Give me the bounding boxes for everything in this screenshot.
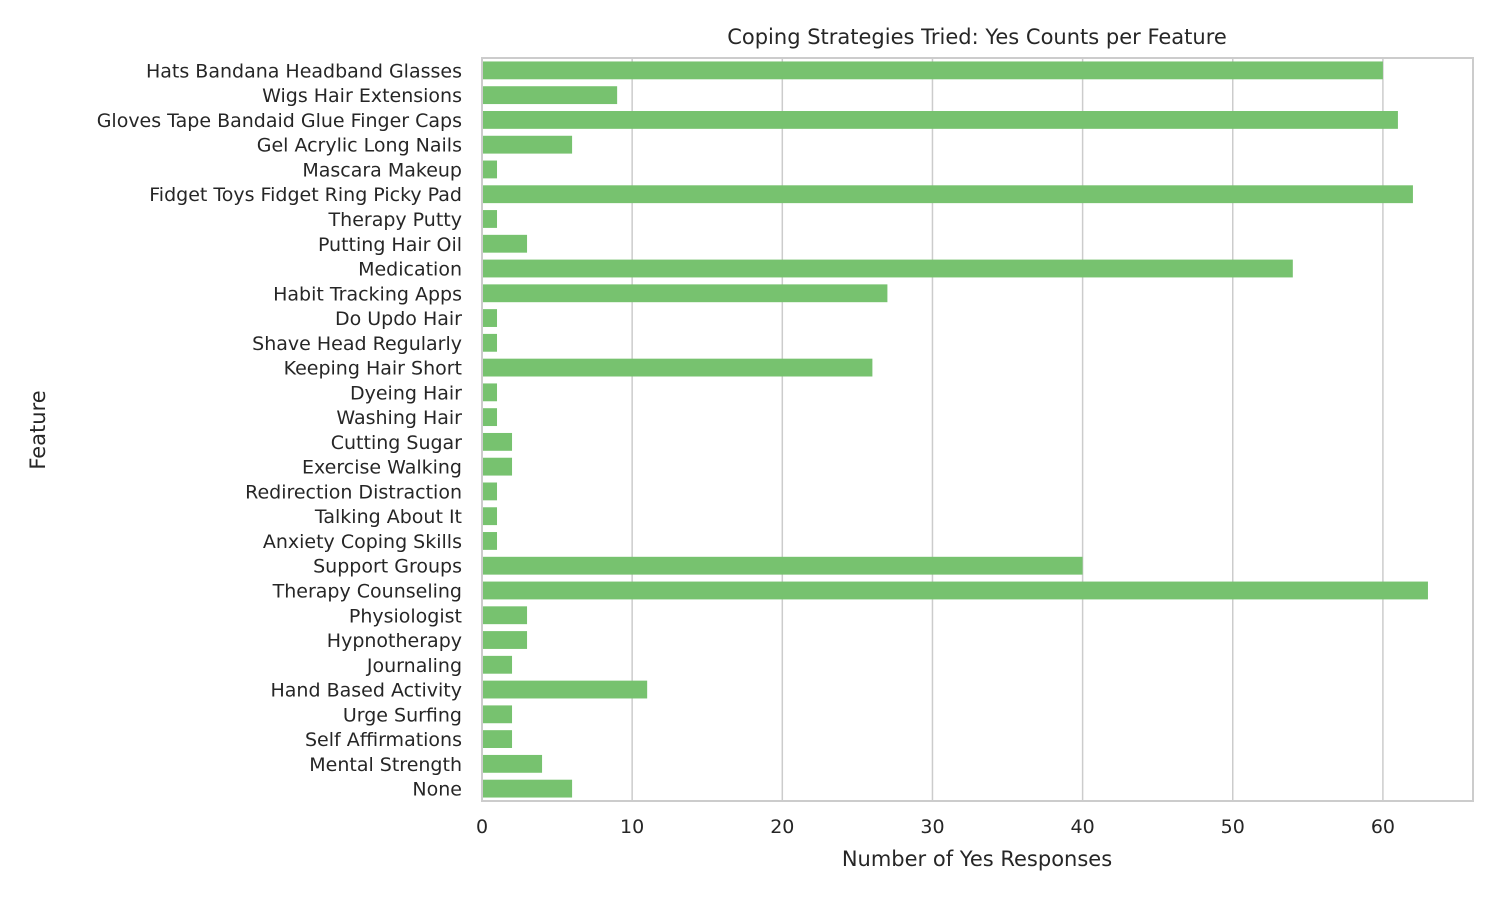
bar: [482, 333, 498, 352]
x-tick-label: 60: [1371, 816, 1395, 838]
y-tick-labels: Hats Bandana Headband Glasses Wigs Hair E…: [97, 60, 462, 800]
chart-title: Coping Strategies Tried: Yes Counts per …: [727, 25, 1227, 49]
bar: [482, 86, 618, 105]
x-tick-label: 20: [770, 816, 794, 838]
bar: [482, 482, 498, 501]
bar: [482, 210, 498, 228]
y-tick-label: Hats Bandana Headband Glasses: [146, 60, 462, 82]
y-tick-label: Cutting Sugar: [331, 432, 462, 454]
y-tick-label: Hand Based Activity: [271, 680, 463, 702]
y-tick-label: Gloves Tape Bandaid Glue Finger Caps: [97, 110, 462, 132]
x-tick-label: 30: [920, 816, 944, 838]
y-tick-label: Exercise Walking: [302, 457, 462, 479]
bar: [482, 358, 873, 377]
bar: [482, 754, 543, 773]
bar: [482, 383, 498, 402]
y-tick-label: Redirection Distraction: [245, 481, 462, 503]
y-tick-label: Mascara Makeup: [302, 159, 462, 181]
bars: [482, 61, 1428, 798]
y-tick-label: Putting Hair Oil: [318, 234, 462, 256]
bar: [482, 61, 1383, 80]
bar: [482, 111, 1398, 129]
x-axis-label: Number of Yes Responses: [842, 847, 1112, 871]
bar: [482, 730, 513, 748]
y-tick-label: Do Updo Hair: [335, 308, 462, 330]
bar: [482, 284, 888, 303]
y-tick-label: Talking About It: [314, 506, 462, 528]
bar: [482, 457, 513, 476]
bar: [482, 680, 648, 699]
y-tick-label: Urge Surfing: [343, 704, 462, 726]
x-tick-label: 40: [1071, 816, 1095, 838]
bar: [482, 309, 498, 327]
y-tick-label: Self Affirmations: [305, 729, 462, 751]
y-tick-label: Therapy Putty: [328, 209, 462, 231]
y-tick-label: Anxiety Coping Skills: [263, 531, 462, 553]
y-axis-label: Feature: [26, 390, 50, 469]
y-tick-label: Fidget Toys Fidget Ring Picky Pad: [149, 184, 462, 206]
x-tick-label: 50: [1221, 816, 1245, 838]
bar: [482, 606, 528, 625]
y-tick-label: Hypnotherapy: [327, 630, 462, 652]
bar: [482, 556, 1083, 575]
bar: [482, 655, 513, 674]
y-tick-label: Support Groups: [313, 556, 462, 578]
plot-frame: [481, 57, 1474, 802]
bar: [482, 507, 498, 526]
bar: [482, 705, 513, 724]
bar: [482, 234, 528, 253]
bar: [482, 259, 1293, 278]
y-tick-label: Habit Tracking Apps: [273, 283, 462, 305]
bar: [482, 532, 498, 550]
y-tick-label: None: [412, 779, 462, 801]
bar: [482, 581, 1428, 600]
y-tick-label: Dyeing Hair: [350, 382, 462, 404]
y-tick-label: Keeping Hair Short: [284, 358, 462, 380]
y-tick-label: Shave Head Regularly: [252, 333, 462, 355]
bar: [482, 631, 528, 649]
x-tick-label: 0: [476, 816, 488, 838]
y-tick-label: Wigs Hair Extensions: [262, 85, 462, 107]
x-tick-labels: 0 10 20 30 40 50 60: [476, 816, 1395, 838]
y-tick-label: Medication: [358, 259, 462, 281]
y-tick-label: Physiologist: [349, 605, 462, 627]
bar: [482, 408, 498, 427]
bar: [482, 135, 573, 154]
bar: [482, 432, 513, 451]
bar: [482, 185, 1413, 204]
y-tick-label: Washing Hair: [336, 407, 462, 429]
y-tick-label: Journaling: [366, 655, 462, 677]
bar: [482, 779, 573, 798]
gridlines: [481, 58, 1384, 801]
y-tick-label: Mental Strength: [309, 754, 462, 776]
x-tick-label: 10: [620, 816, 644, 838]
bar: [482, 160, 498, 179]
y-tick-label: Therapy Counseling: [272, 580, 462, 602]
y-tick-label: Gel Acrylic Long Nails: [257, 135, 462, 157]
